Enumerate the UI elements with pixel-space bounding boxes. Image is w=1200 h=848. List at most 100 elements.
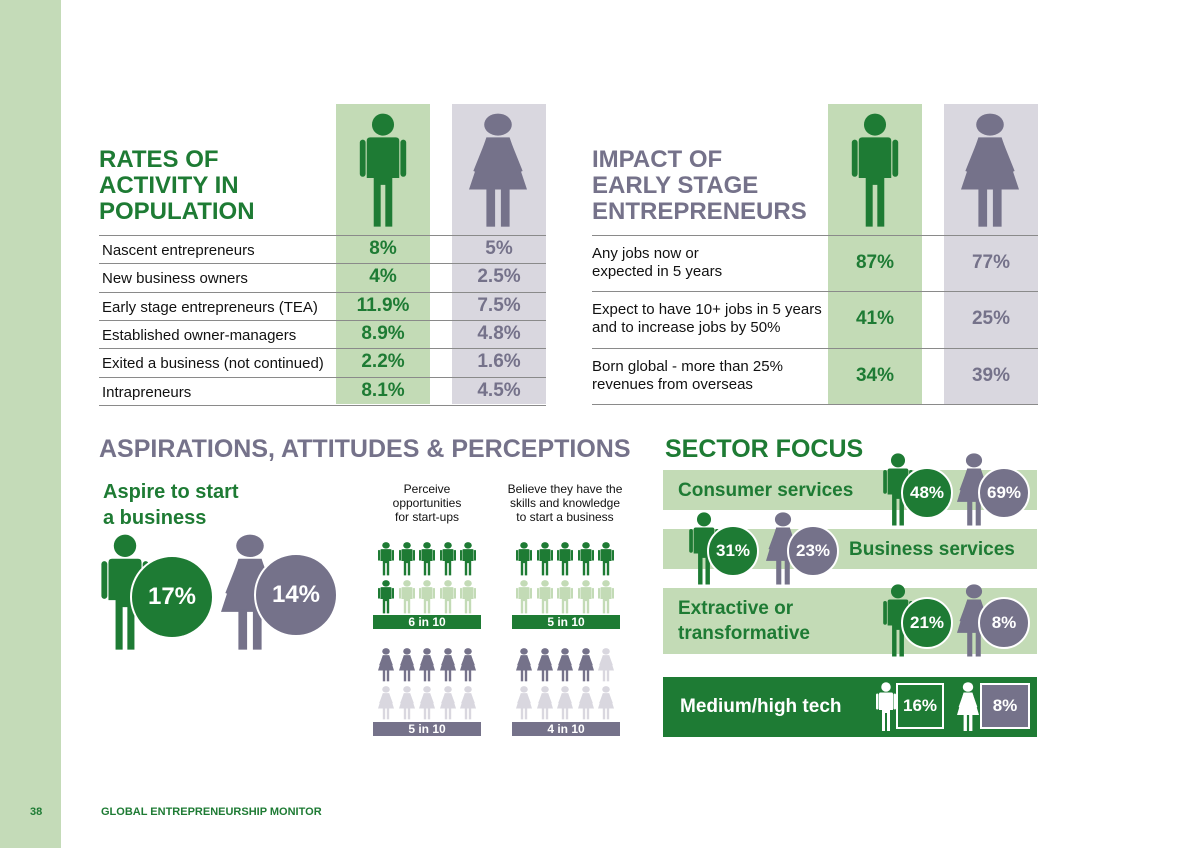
male-figure-icon: [419, 580, 435, 614]
male-figure-icon: [516, 542, 532, 576]
male-figure-icon: [537, 580, 553, 614]
consumer-male-value: 48%: [909, 483, 945, 502]
footer-title: GLOBAL ENTREPRENEURSHIP MONITOR: [101, 806, 322, 818]
extractive-female-value: 8%: [991, 613, 1017, 632]
rates-title: RATES OF ACTIVITY IN POPULATION: [99, 146, 255, 225]
tech-male-icon: [876, 682, 896, 732]
rates-row-male-value: 8.9%: [361, 322, 405, 344]
female-figure-icon: [460, 648, 476, 682]
rates-female-icon: [469, 113, 527, 229]
impact-row-divider: [592, 347, 1038, 349]
impact-row-divider: [592, 291, 1038, 293]
sidebar-strip: [0, 0, 61, 848]
rates-row-divider: [99, 291, 546, 293]
aspire-female-value: 14%: [271, 581, 321, 608]
aspirations-title: ASPIRATIONS, ATTITUDES & PERCEPTIONS: [99, 435, 631, 463]
impact-row-label: Expect to have 10+ jobs in 5 years and to…: [592, 301, 822, 337]
rates-row-label: Established owner-managers: [102, 326, 297, 344]
female-figure-icon: [440, 686, 456, 720]
extractive-label: Extractive or transformative: [678, 598, 810, 644]
impact-row-female-value: 77%: [971, 252, 1011, 273]
tech-male-box: 16%: [896, 683, 944, 729]
impact-row-label-line: Expect to have 10+ jobs in 5 years: [592, 301, 822, 319]
consumer-male-circle: 48%: [901, 467, 953, 519]
business-female-circle: 23%: [787, 525, 839, 577]
rates-row-male-value: 2.2%: [361, 351, 405, 373]
rates-row-female-value: 7.5%: [477, 294, 521, 316]
female-figure-icon: [399, 648, 415, 682]
tech-male-value: 16%: [902, 696, 938, 715]
rates-row-male-value: 8.1%: [361, 379, 405, 401]
aspire-label: Aspire to start a business: [103, 481, 239, 529]
male-figure-icon: [578, 580, 594, 614]
female-figure-icon: [557, 686, 573, 720]
tech-female-box: 8%: [980, 683, 1030, 729]
male-figure-icon: [378, 580, 394, 614]
extractive-male-circle: 21%: [901, 597, 953, 649]
impact-row-female-value: 25%: [971, 308, 1011, 330]
impact-female-icon: [961, 113, 1019, 229]
female-figure-icon: [378, 686, 394, 720]
male-figure-icon: [557, 580, 573, 614]
rates-row-divider: [99, 263, 546, 265]
consumer-female-value: 69%: [986, 483, 1022, 502]
page-number: 38: [30, 806, 43, 818]
male-figure-icon: [378, 542, 394, 576]
rates-male-icon: [359, 113, 407, 229]
rates-row-female-value: 2.5%: [477, 266, 521, 288]
impact-row-label-line: revenues from overseas: [592, 375, 753, 393]
impact-row-divider: [592, 235, 1038, 236]
female-figure-icon: [419, 648, 435, 682]
male-figure-icon: [440, 542, 456, 576]
aspire-male-value: 17%: [147, 583, 197, 610]
impact-row-label-line: Born global - more than 25%: [592, 357, 783, 375]
tech-label: Medium/high tech: [680, 696, 842, 717]
impact-row-label-line: and to increase jobs by 50%: [592, 319, 781, 337]
perceive-female-tag: 5 in 10: [373, 722, 481, 736]
extractive-female-circle: 8%: [978, 597, 1030, 649]
impact-row-label-line: Any jobs now or: [592, 245, 699, 262]
impact-row-male-value: 34%: [855, 364, 895, 386]
rates-row-divider: [99, 404, 546, 406]
tech-female-icon: [957, 682, 979, 732]
female-figure-icon: [516, 686, 532, 720]
rates-row-female-value: 1.6%: [477, 351, 521, 373]
female-figure-icon: [378, 648, 394, 682]
impact-row-label-line: expected in 5 years: [592, 263, 723, 280]
rates-row-label: Exited a business (not continued): [102, 355, 324, 373]
male-figure-icon: [399, 580, 415, 614]
impact-row-divider: [592, 403, 1038, 405]
skills-female-tag: 4 in 10: [512, 722, 620, 736]
rates-row-divider: [99, 376, 546, 378]
impact-title: IMPACT OF EARLY STAGE ENTREPRENEURS: [592, 146, 807, 225]
male-figure-icon: [516, 580, 532, 614]
female-figure-icon: [419, 686, 435, 720]
female-figure-icon: [440, 648, 456, 682]
impact-row-female-value: 39%: [971, 364, 1011, 386]
male-figure-icon: [557, 542, 573, 576]
male-figure-icon: [460, 580, 476, 614]
male-figure-icon: [460, 542, 476, 576]
rates-row-male-value: 11.9%: [356, 294, 410, 316]
aspire-female-circle: 14%: [254, 553, 338, 637]
rates-row-divider: [99, 348, 546, 350]
impact-row-label: Any jobs now or expected in 5 years: [592, 245, 722, 281]
female-figure-icon: [537, 686, 553, 720]
aspire-male-circle: 17%: [130, 555, 214, 639]
female-figure-icon: [598, 686, 614, 720]
skills-male-tag: 5 in 10: [512, 615, 620, 629]
male-figure-icon: [598, 542, 614, 576]
female-figure-icon: [598, 648, 614, 682]
female-figure-icon: [460, 686, 476, 720]
rates-row-female-value: 4.5%: [477, 379, 521, 401]
male-figure-icon: [399, 542, 415, 576]
male-figure-icon: [419, 542, 435, 576]
impact-row-male-value: 87%: [855, 252, 895, 273]
female-figure-icon: [557, 648, 573, 682]
female-figure-icon: [537, 648, 553, 682]
extractive-male-value: 21%: [909, 613, 945, 632]
rates-row-male-value: 8%: [369, 238, 397, 259]
rates-row-label: Intrapreneurs: [102, 383, 192, 401]
female-figure-icon: [578, 648, 594, 682]
consumer-label: Consumer services: [678, 480, 854, 501]
